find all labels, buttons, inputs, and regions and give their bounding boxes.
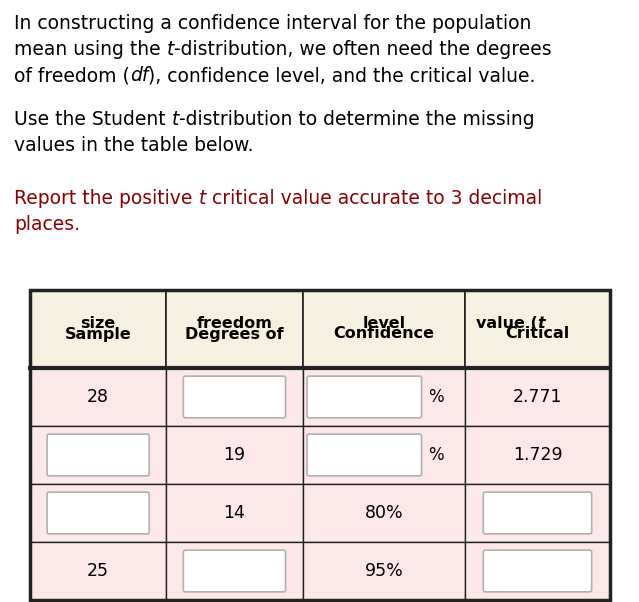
Text: %: % (427, 388, 443, 406)
Text: 28: 28 (87, 388, 109, 406)
Text: ), confidence level, and the critical value.: ), confidence level, and the critical va… (148, 66, 535, 85)
FancyBboxPatch shape (483, 492, 592, 534)
Text: values in the table below.: values in the table below. (14, 136, 254, 155)
Bar (303, 542, 465, 600)
Text: 80%: 80% (364, 504, 403, 522)
Bar (465, 368, 610, 426)
Text: of freedom (: of freedom ( (14, 66, 130, 85)
Text: t: t (172, 110, 179, 129)
Text: size: size (81, 317, 116, 332)
Text: Sample: Sample (65, 326, 132, 341)
Text: 14: 14 (224, 504, 245, 522)
Text: Critical: Critical (505, 326, 569, 341)
Bar (30, 368, 166, 426)
Text: 25: 25 (87, 562, 109, 580)
Bar (166, 542, 303, 600)
Text: Report the positive: Report the positive (14, 189, 198, 208)
Text: Use the Student: Use the Student (14, 110, 172, 129)
FancyBboxPatch shape (47, 492, 150, 534)
Text: 1.729: 1.729 (512, 446, 562, 464)
Bar (30, 290, 610, 600)
Text: Confidence: Confidence (334, 326, 435, 341)
Bar (465, 290, 610, 368)
Text: %: % (427, 446, 443, 464)
Bar (30, 484, 166, 542)
Text: value (: value ( (476, 317, 537, 332)
Text: places.: places. (14, 215, 80, 234)
Text: -distribution, we often need the degrees: -distribution, we often need the degrees (174, 40, 551, 59)
Bar (166, 484, 303, 542)
Bar (303, 426, 465, 484)
Text: 2.771: 2.771 (512, 388, 562, 406)
Bar (166, 290, 303, 368)
Text: freedom: freedom (197, 317, 272, 332)
Text: df: df (130, 66, 148, 85)
FancyBboxPatch shape (183, 550, 286, 592)
Text: critical value accurate to 3 decimal: critical value accurate to 3 decimal (206, 189, 542, 208)
Text: -distribution to determine the missing: -distribution to determine the missing (179, 110, 535, 129)
FancyBboxPatch shape (307, 434, 422, 476)
Bar (303, 484, 465, 542)
Bar (465, 426, 610, 484)
FancyBboxPatch shape (183, 376, 286, 418)
Bar (166, 426, 303, 484)
Text: t: t (167, 40, 174, 59)
Bar (465, 484, 610, 542)
Text: 95%: 95% (364, 562, 403, 580)
FancyBboxPatch shape (483, 550, 592, 592)
Text: t: t (537, 317, 545, 332)
Text: In constructing a confidence interval for the population: In constructing a confidence interval fo… (14, 14, 532, 33)
Text: t: t (198, 189, 206, 208)
Bar (465, 542, 610, 600)
Text: Degrees of: Degrees of (185, 326, 284, 341)
FancyBboxPatch shape (47, 434, 150, 476)
Bar (30, 290, 166, 368)
Text: 19: 19 (224, 446, 245, 464)
Text: mean using the: mean using the (14, 40, 167, 59)
Bar (166, 368, 303, 426)
Text: level: level (362, 317, 405, 332)
FancyBboxPatch shape (307, 376, 422, 418)
Bar (303, 368, 465, 426)
Bar (30, 426, 166, 484)
Bar (303, 290, 465, 368)
Bar (30, 542, 166, 600)
